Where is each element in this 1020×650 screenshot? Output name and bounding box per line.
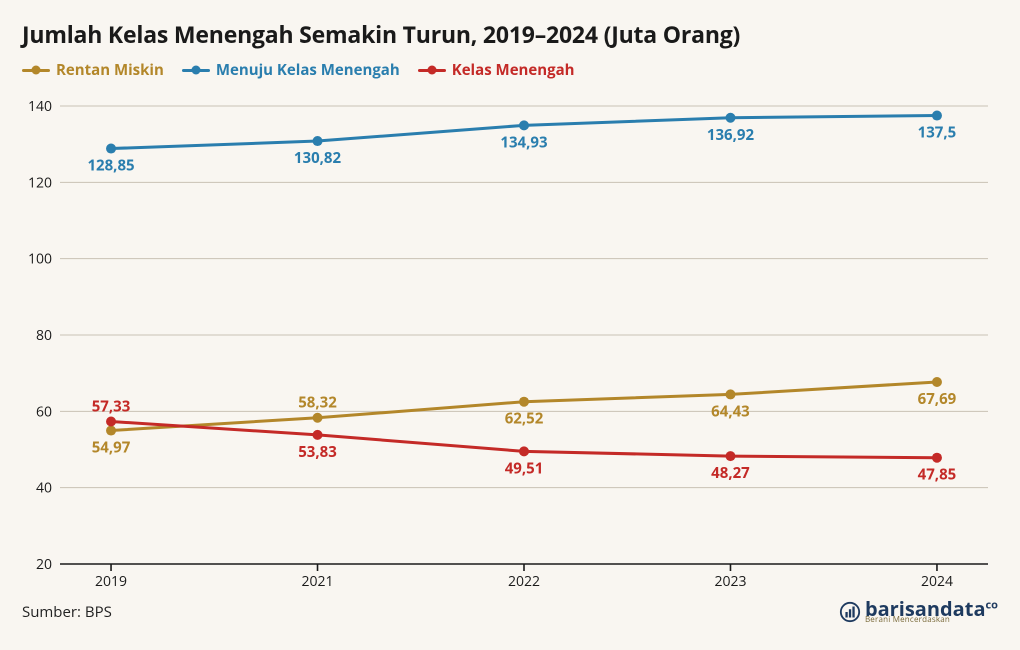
- data-point: [313, 413, 323, 423]
- y-tick-label: 120: [28, 173, 52, 192]
- legend: Rentan Miskin Menuju Kelas Menengah Kelas …: [22, 60, 998, 80]
- x-tick-label: 2019: [95, 572, 127, 591]
- y-tick-label: 40: [36, 479, 52, 498]
- legend-item: Rentan Miskin: [22, 60, 164, 80]
- data-label: 64,43: [711, 401, 750, 421]
- data-label: 136,92: [707, 125, 755, 145]
- data-label: 130,82: [294, 148, 342, 168]
- data-point: [932, 111, 942, 121]
- legend-item: Kelas Menengah: [418, 60, 575, 80]
- legend-label: Menuju Kelas Menengah: [216, 60, 400, 80]
- x-tick-label: 2021: [302, 572, 334, 591]
- data-point: [519, 397, 529, 407]
- plot-area: 20 40 60 80 100 120 140 2019 2021 2022 2023 2024 54,…: [22, 94, 998, 594]
- data-label: 137,5: [918, 123, 957, 143]
- data-label: 128,85: [87, 156, 134, 176]
- y-tick-label: 20: [36, 555, 52, 574]
- data-point: [725, 451, 735, 461]
- brand-suffix: co: [986, 597, 998, 612]
- data-point: [106, 144, 116, 154]
- data-point: [932, 453, 942, 463]
- data-point: [725, 113, 735, 123]
- data-point: [106, 426, 116, 436]
- data-label: 67,69: [918, 389, 957, 409]
- data-label: 62,52: [505, 409, 544, 429]
- data-label: 47,85: [918, 465, 957, 485]
- footer-row: Sumber: BPS barisandataco Berani Mencerd…: [22, 600, 998, 624]
- data-point: [106, 417, 116, 427]
- legend-swatch: [182, 69, 210, 72]
- brand-logo: barisandataco Berani Mencerdaskan: [839, 600, 998, 624]
- data-point: [519, 446, 529, 456]
- legend-label: Rentan Miskin: [56, 60, 164, 80]
- y-tick-label: 60: [36, 402, 52, 421]
- brand-icon: [839, 601, 861, 623]
- data-label: 54,97: [92, 438, 131, 458]
- x-tick-label: 2024: [921, 572, 953, 591]
- data-label: 58,32: [298, 393, 337, 413]
- data-label: 134,93: [500, 132, 547, 152]
- x-tick-label: 2023: [714, 572, 746, 591]
- legend-swatch: [22, 69, 50, 72]
- chart-container: Jumlah Kelas Menengah Semakin Turun, 201…: [0, 0, 1020, 650]
- legend-swatch: [418, 69, 446, 72]
- data-point: [313, 136, 323, 146]
- data-point: [932, 377, 942, 387]
- data-point: [313, 430, 323, 440]
- data-point: [725, 389, 735, 399]
- y-tick-label: 140: [28, 97, 52, 116]
- x-tick-label: 2022: [508, 572, 540, 591]
- data-point: [519, 120, 529, 130]
- source-label: Sumber: BPS: [22, 602, 112, 622]
- y-tick-label: 80: [36, 326, 52, 345]
- data-label: 57,33: [92, 397, 131, 417]
- y-tick-label: 100: [28, 250, 52, 269]
- data-label: 53,83: [298, 442, 337, 462]
- data-label: 49,51: [505, 458, 544, 478]
- chart-title: Jumlah Kelas Menengah Semakin Turun, 201…: [22, 18, 998, 50]
- data-label: 48,27: [711, 463, 750, 483]
- chart-svg: 20 40 60 80 100 120 140 2019 2021 2022 2023 2024 54,…: [22, 94, 998, 594]
- legend-item: Menuju Kelas Menengah: [182, 60, 400, 80]
- legend-label: Kelas Menengah: [452, 60, 575, 80]
